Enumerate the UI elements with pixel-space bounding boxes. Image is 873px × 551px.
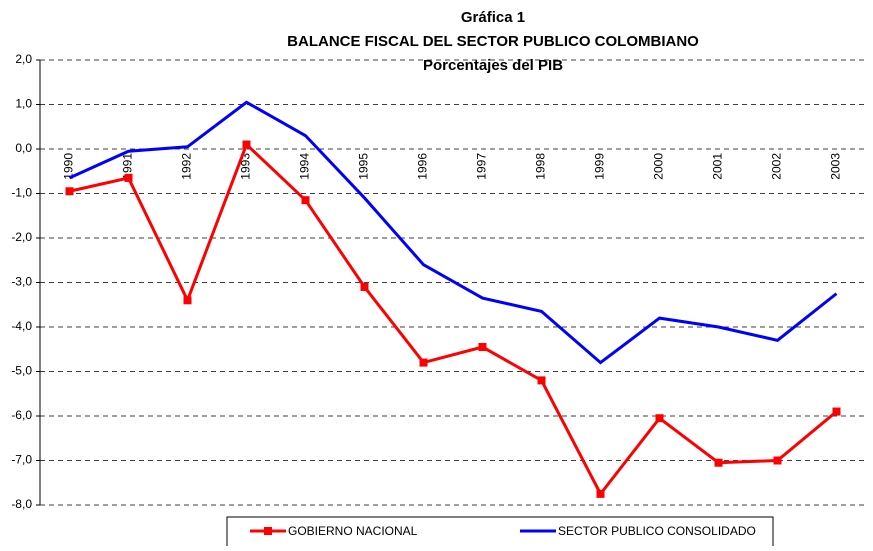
point xyxy=(832,407,841,416)
y-tick-label: -1,0 xyxy=(11,186,32,200)
x-tick-label: 2001 xyxy=(711,153,725,180)
series-line xyxy=(69,141,838,497)
point xyxy=(714,458,723,467)
point xyxy=(124,173,133,182)
y-tick-label: 0,0 xyxy=(15,141,32,155)
x-tick-label: 1998 xyxy=(534,153,548,180)
point xyxy=(773,456,782,465)
y-tick-label: -6,0 xyxy=(11,408,32,422)
point xyxy=(655,414,664,423)
y-tick-label: -7,0 xyxy=(11,453,32,467)
chart-subtitle: Porcentajes del PIB xyxy=(423,57,563,74)
y-tick-label: -4,0 xyxy=(11,319,32,333)
legend-marker xyxy=(264,527,272,535)
y-tick-label: 2,0 xyxy=(15,52,32,66)
series-line xyxy=(68,100,838,365)
legend-label: SECTOR PUBLICO CONSOLIDADO xyxy=(558,524,756,538)
point xyxy=(419,358,428,367)
x-tick-label: 1992 xyxy=(180,153,194,180)
point xyxy=(596,489,605,498)
x-tick-label: 1995 xyxy=(357,153,371,180)
y-tick-label: -8,0 xyxy=(11,497,32,511)
x-tick-label: 1994 xyxy=(298,153,312,180)
x-tick-label: 2003 xyxy=(829,153,843,180)
y-tick-label: -2,0 xyxy=(11,230,32,244)
point xyxy=(65,187,74,196)
x-tick-label: 2000 xyxy=(652,153,666,180)
point xyxy=(537,376,546,385)
y-tick-label: -3,0 xyxy=(11,275,32,289)
y-tick-label: -5,0 xyxy=(11,364,32,378)
x-tick-label: 1996 xyxy=(416,153,430,180)
x-tick-label: 1991 xyxy=(121,153,135,180)
legend-box xyxy=(226,516,774,550)
x-tick-label: 1997 xyxy=(475,153,489,180)
point xyxy=(183,296,192,305)
point xyxy=(478,343,487,352)
point xyxy=(242,140,251,149)
x-tick-label: 1990 xyxy=(62,153,76,180)
point xyxy=(360,282,369,291)
x-tick-label: 2002 xyxy=(770,153,784,180)
y-tick-label: 1,0 xyxy=(15,97,32,111)
chart-title: Gráfica 1 xyxy=(461,9,525,26)
point xyxy=(301,196,310,205)
legend-label: GOBIERNO NACIONAL xyxy=(288,524,418,538)
chart-title: BALANCE FISCAL DEL SECTOR PUBLICO COLOMB… xyxy=(287,33,699,50)
x-tick-label: 1999 xyxy=(593,153,607,180)
